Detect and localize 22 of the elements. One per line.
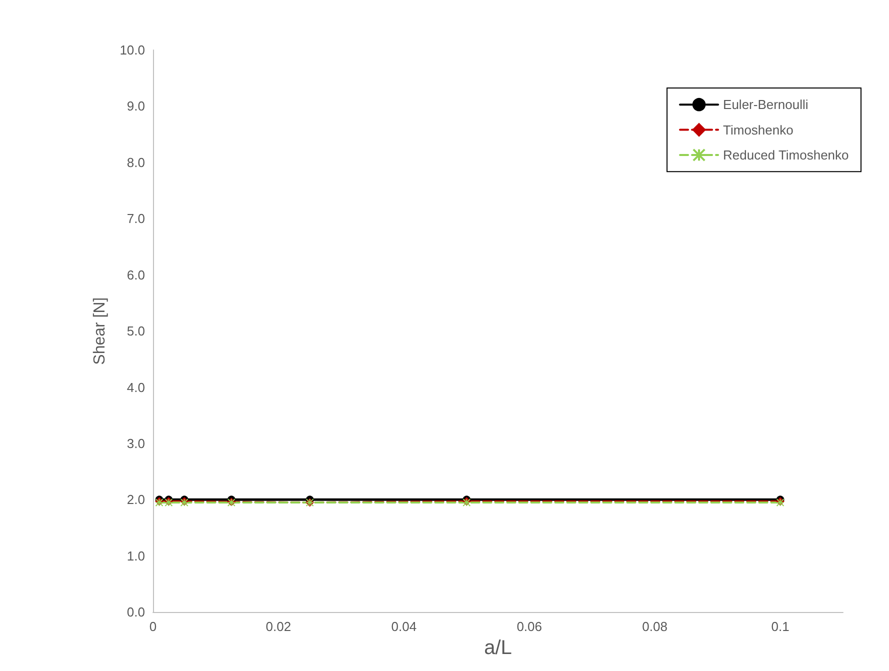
x-tick-label: 0.06	[516, 619, 542, 634]
y-tick-label: 5.0	[126, 324, 145, 339]
x-axis-title: a/L	[484, 637, 512, 659]
y-tick-label: 8.0	[126, 154, 145, 170]
y-tick-label: 0.0	[126, 604, 145, 620]
y-tick-label: 2.0	[126, 492, 145, 508]
legend-label: Timoshenko	[723, 122, 794, 138]
y-tick-label: 10.0	[120, 42, 145, 58]
y-tick-label: 9.0	[126, 98, 145, 114]
x-tick-label: 0.08	[642, 619, 668, 634]
x-tick-label: 0	[149, 619, 157, 634]
y-tick-label: 6.0	[126, 267, 145, 282]
y-tick-label: 3.0	[126, 436, 145, 451]
y-tick-label: 7.0	[126, 211, 145, 226]
legend-label: Reduced Timoshenko	[723, 148, 849, 162]
legend-label: Euler-Bernoulli	[723, 97, 808, 112]
y-tick-label: 4.0	[126, 380, 145, 395]
y-axis-title: Shear [N]	[92, 297, 108, 365]
y-tick-label: 1.0	[126, 548, 145, 564]
x-tick-label: 0.02	[266, 619, 292, 634]
x-tick-label: 0.04	[391, 619, 417, 634]
x-tick-label: 0.1	[771, 619, 790, 634]
